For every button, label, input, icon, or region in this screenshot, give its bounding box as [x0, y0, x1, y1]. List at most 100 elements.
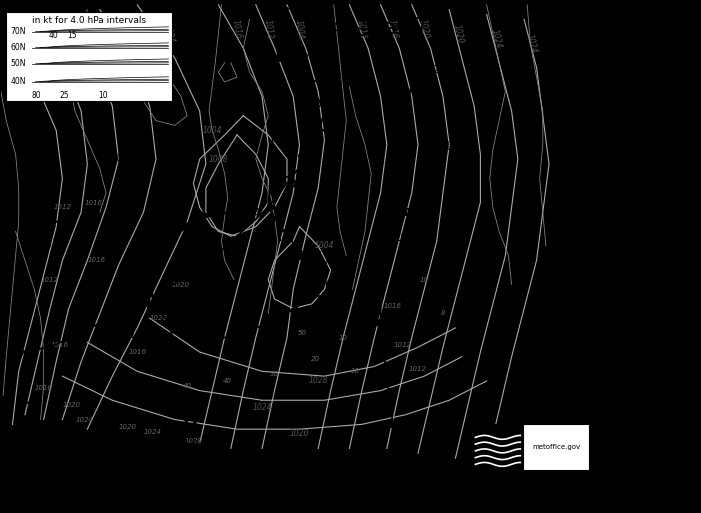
Text: 1004: 1004	[315, 242, 334, 250]
Text: 1015: 1015	[20, 152, 49, 165]
Text: 1016: 1016	[387, 18, 399, 40]
Text: 1032: 1032	[444, 140, 473, 152]
Text: 1016: 1016	[128, 349, 147, 355]
Polygon shape	[278, 54, 286, 62]
Text: 1012: 1012	[35, 52, 46, 73]
Polygon shape	[151, 292, 161, 299]
Polygon shape	[142, 281, 151, 288]
Bar	[524, 424, 589, 470]
Text: 1011: 1011	[38, 239, 68, 251]
Polygon shape	[201, 212, 210, 219]
Polygon shape	[299, 252, 308, 259]
Text: 20: 20	[311, 356, 320, 362]
Text: 1: 1	[549, 128, 556, 137]
Polygon shape	[268, 203, 276, 211]
Text: 10: 10	[420, 277, 429, 283]
Polygon shape	[196, 267, 206, 274]
Text: H: H	[401, 202, 416, 220]
Text: 1024: 1024	[252, 403, 272, 412]
Polygon shape	[410, 54, 418, 62]
Text: H: H	[136, 298, 151, 316]
Text: 1008: 1008	[209, 154, 228, 164]
Text: 1020: 1020	[150, 315, 168, 321]
Text: 1020: 1020	[118, 23, 132, 44]
Text: 1020: 1020	[290, 429, 309, 439]
Text: 1016: 1016	[356, 18, 367, 39]
Text: 1012: 1012	[262, 18, 274, 39]
Polygon shape	[238, 331, 248, 339]
Text: L: L	[315, 250, 327, 268]
Text: 1024: 1024	[128, 328, 158, 341]
Text: x: x	[416, 66, 421, 74]
Polygon shape	[379, 372, 387, 380]
Text: 40: 40	[223, 378, 232, 384]
Polygon shape	[226, 206, 236, 213]
Text: 1016: 1016	[53, 33, 65, 54]
Text: L: L	[244, 177, 255, 195]
Text: 10: 10	[339, 334, 348, 341]
Text: 40: 40	[183, 383, 191, 389]
Text: 50: 50	[298, 330, 307, 336]
Polygon shape	[372, 319, 381, 327]
Text: 15: 15	[67, 31, 76, 40]
Text: 1012: 1012	[393, 342, 411, 348]
Text: 1016: 1016	[86, 28, 99, 49]
Bar	[6, 12, 172, 101]
Text: x: x	[132, 171, 137, 181]
Text: 1025: 1025	[419, 65, 448, 75]
Polygon shape	[13, 351, 24, 358]
Text: 1020: 1020	[172, 282, 190, 287]
Text: 1028: 1028	[175, 441, 205, 454]
Text: 1012: 1012	[53, 204, 72, 210]
Text: 1016: 1016	[231, 18, 243, 40]
Text: 25: 25	[60, 91, 69, 100]
Text: 995: 995	[13, 419, 35, 432]
Polygon shape	[397, 107, 407, 115]
Text: 1012: 1012	[409, 366, 427, 372]
Text: 1004: 1004	[294, 18, 305, 39]
Polygon shape	[76, 330, 86, 338]
Polygon shape	[194, 338, 205, 344]
Text: 30: 30	[270, 371, 279, 377]
Text: x: x	[397, 157, 402, 166]
Text: 1016: 1016	[50, 342, 68, 348]
Text: 70N: 70N	[11, 27, 26, 36]
Polygon shape	[148, 256, 157, 264]
Text: 1024: 1024	[161, 23, 176, 45]
Polygon shape	[149, 305, 159, 312]
Text: 1028: 1028	[184, 438, 203, 444]
Text: 10: 10	[351, 368, 360, 374]
Polygon shape	[170, 326, 179, 333]
Polygon shape	[46, 345, 55, 352]
Polygon shape	[161, 238, 171, 245]
Text: 50N: 50N	[11, 60, 26, 68]
Text: L: L	[18, 390, 29, 408]
Polygon shape	[274, 107, 283, 115]
Text: L: L	[29, 122, 40, 140]
Text: x: x	[94, 297, 100, 306]
Text: 1016: 1016	[34, 385, 53, 391]
Text: 80: 80	[32, 91, 41, 100]
Polygon shape	[385, 160, 394, 168]
Polygon shape	[385, 468, 393, 477]
Text: 1024: 1024	[144, 428, 162, 435]
Text: metoffice.gov: metoffice.gov	[532, 444, 580, 450]
Text: 1020: 1020	[418, 18, 430, 40]
Text: 40: 40	[48, 31, 58, 40]
Text: 1020: 1020	[119, 424, 137, 430]
Text: 1016: 1016	[88, 258, 106, 263]
Polygon shape	[379, 213, 387, 221]
Text: 1016: 1016	[384, 303, 402, 309]
Text: 1024: 1024	[489, 28, 503, 49]
Text: 1020: 1020	[452, 23, 465, 44]
Text: 1020: 1020	[63, 402, 81, 408]
Polygon shape	[311, 290, 320, 298]
Polygon shape	[267, 213, 277, 221]
Polygon shape	[114, 311, 123, 319]
Text: 8: 8	[441, 310, 445, 317]
Text: H: H	[183, 411, 198, 429]
Text: 1016: 1016	[85, 200, 102, 206]
Polygon shape	[290, 306, 299, 313]
Polygon shape	[233, 233, 243, 240]
Text: 1012: 1012	[41, 277, 59, 283]
